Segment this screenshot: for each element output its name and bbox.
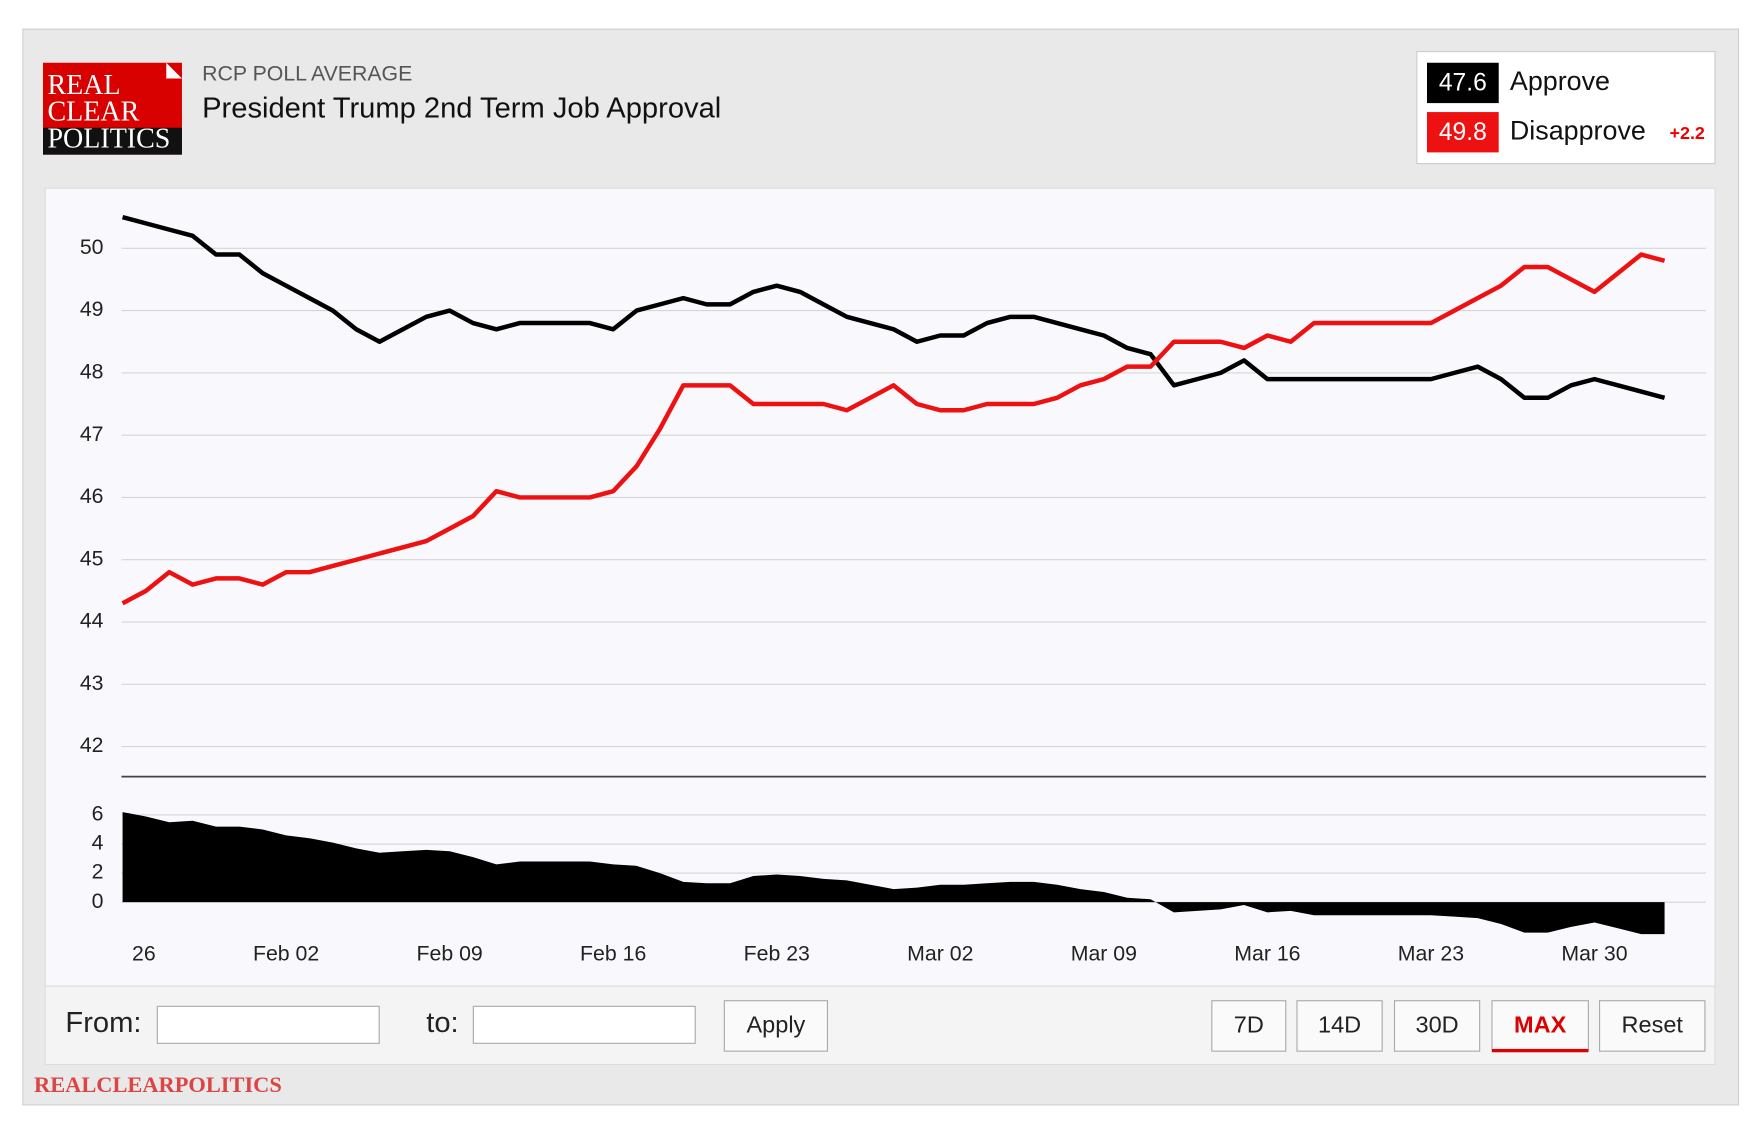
x-tick-label: Feb 09: [417, 941, 483, 965]
y-tick-label: 2: [92, 860, 104, 884]
series-line: [121, 215, 1666, 401]
y-tick-label: 47: [80, 422, 104, 446]
range-button[interactable]: [1296, 1000, 1383, 1052]
y-tick-label: 43: [80, 671, 104, 695]
disapprove-badge: [1426, 112, 1499, 153]
title: President Trump 2nd Term Job Approval: [202, 93, 721, 125]
y-tick-label: 46: [80, 484, 104, 508]
y-tick-label: 45: [80, 546, 104, 570]
y-tick-label: 4: [92, 831, 104, 855]
y-tick-label: 50: [80, 235, 104, 259]
x-tick-label: Mar 16: [1234, 941, 1300, 965]
disapprove-label: Disapprove: [1510, 115, 1646, 145]
apply-button[interactable]: [723, 1000, 829, 1052]
y-tick-label: 49: [80, 297, 104, 321]
range-label: MAX: [1514, 1012, 1567, 1038]
range-label: 7D: [1234, 1012, 1264, 1038]
range-label: Reset: [1622, 1012, 1684, 1038]
y-tick-label: 6: [92, 802, 104, 826]
disapprove-value: 49.8: [1439, 119, 1487, 146]
range-button[interactable]: [1599, 1000, 1706, 1052]
logo-text: CLEAR: [47, 97, 139, 128]
kicker: RCP POLL AVERAGE: [202, 62, 412, 86]
to-label: to:: [426, 1007, 458, 1039]
y-tick-label: 44: [80, 609, 104, 633]
x-tick-label: Mar 09: [1071, 941, 1137, 965]
x-tick-label: Feb 16: [580, 941, 646, 965]
spread: +2.2: [1670, 123, 1705, 143]
logo-text: POLITICS: [47, 124, 170, 155]
x-tick-label: Mar 23: [1398, 941, 1464, 965]
logo-text: REAL: [47, 70, 120, 101]
x-tick-label: Mar 02: [907, 941, 973, 965]
x-tick-label: Feb 23: [744, 941, 810, 965]
range-label: 14D: [1318, 1012, 1361, 1038]
range-button[interactable]: [1393, 1000, 1481, 1052]
footer: REALCLEARPOLITICS: [34, 1072, 282, 1097]
y-tick-label: 42: [80, 733, 104, 757]
x-tick-label: 26: [132, 941, 156, 965]
y-tick-label: 48: [80, 360, 104, 384]
apply-label: Apply: [746, 1012, 805, 1038]
range-button[interactable]: [1211, 1000, 1287, 1052]
active-underline: [1491, 1048, 1589, 1053]
spread-area: [122, 812, 1665, 935]
logo-band: [43, 127, 182, 155]
series-line: [121, 252, 1666, 606]
range-label: 30D: [1416, 1012, 1459, 1038]
from-input[interactable]: [156, 1005, 380, 1044]
x-tick-label: Mar 30: [1561, 941, 1627, 965]
approve-label: Approve: [1510, 66, 1610, 96]
x-tick-label: Feb 02: [253, 941, 319, 965]
from-label: From:: [65, 1007, 141, 1039]
to-input[interactable]: [472, 1005, 696, 1044]
approve-badge: [1426, 62, 1499, 104]
y-tick-label: 0: [92, 889, 104, 913]
approve-value: 47.6: [1439, 70, 1487, 97]
